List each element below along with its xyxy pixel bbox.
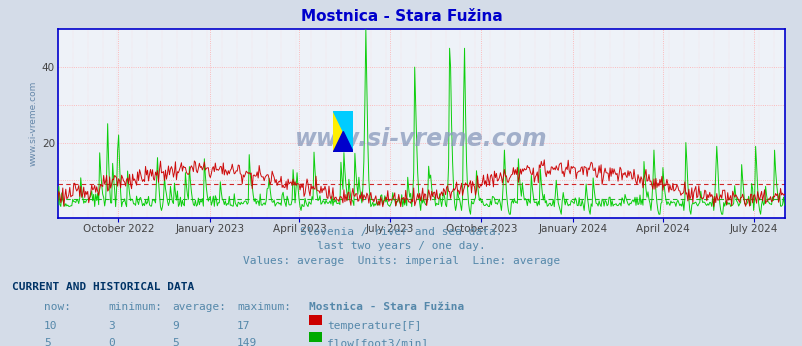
Text: www.si-vreme.com: www.si-vreme.com (294, 127, 547, 151)
Text: average:: average: (172, 302, 226, 312)
Text: 3: 3 (108, 321, 115, 331)
Text: 149: 149 (237, 338, 257, 346)
Text: Mostnica - Stara Fužina: Mostnica - Stara Fužina (309, 302, 464, 312)
Text: 0: 0 (108, 338, 115, 346)
Text: Slovenia / river and sea data.: Slovenia / river and sea data. (300, 227, 502, 237)
Text: 9: 9 (172, 321, 179, 331)
Text: 5: 5 (44, 338, 51, 346)
Text: 17: 17 (237, 321, 250, 331)
Text: CURRENT AND HISTORICAL DATA: CURRENT AND HISTORICAL DATA (12, 282, 194, 292)
Text: Values: average  Units: imperial  Line: average: Values: average Units: imperial Line: av… (242, 256, 560, 266)
Polygon shape (333, 131, 353, 152)
Text: 5: 5 (172, 338, 179, 346)
Text: last two years / one day.: last two years / one day. (317, 241, 485, 251)
Text: flow[foot3/min]: flow[foot3/min] (326, 338, 427, 346)
Polygon shape (333, 111, 353, 152)
Text: temperature[F]: temperature[F] (326, 321, 421, 331)
Text: minimum:: minimum: (108, 302, 162, 312)
Text: now:: now: (44, 302, 71, 312)
Text: maximum:: maximum: (237, 302, 290, 312)
Text: Mostnica - Stara Fužina: Mostnica - Stara Fužina (300, 9, 502, 24)
Text: 10: 10 (44, 321, 58, 331)
Y-axis label: www.si-vreme.com: www.si-vreme.com (29, 81, 38, 166)
